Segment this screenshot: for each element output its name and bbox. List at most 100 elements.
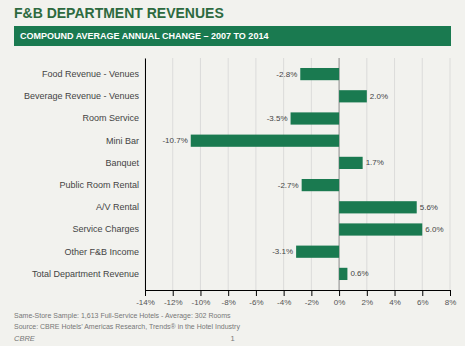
data-label: -10.7% [162,136,187,145]
bar [339,157,363,169]
data-label: -3.5% [267,114,288,123]
x-tick-label: 8% [445,298,457,307]
bar [300,68,339,80]
y-tick-label: Total Department Revenue [32,269,139,279]
y-tick-label: Food Revenue - Venues [42,69,140,79]
bar [302,179,339,191]
grid-line [200,58,201,290]
data-label: -2.8% [276,70,297,79]
x-tick: 0% [334,290,346,307]
x-tick-label: -2% [305,298,319,307]
x-tick-label: -12% [164,298,183,307]
y-tick: Mini Bar [106,136,145,146]
annotation: CBRE [14,334,36,343]
y-tick: Beverage Revenue - Venues [24,91,145,101]
y-tick-label: Public Room Rental [59,180,139,190]
y-tick: Public Room Rental [59,180,145,190]
y-tick: Food Revenue - Venues [42,69,145,79]
title: F&B DEPARTMENT REVENUES [14,5,224,21]
y-tick-label: Banquet [105,158,139,168]
y-tick: Room Service [82,113,145,123]
x-tick: 6% [417,290,429,307]
x-tick-label: -14% [136,298,155,307]
x-tick-label: -6% [249,298,263,307]
x-tick-mark [311,290,312,296]
x-tick: -6% [249,290,263,307]
x-tick-label: -4% [277,298,291,307]
grid-line [172,58,173,290]
data-label: 6.0% [425,225,443,234]
y-tick-label: Mini Bar [106,136,139,146]
data-labels: 0.6% -3.1% 6.0% 5.6% -2.7% 1.7% -10.7% -3.5% 2.0… [162,70,443,279]
x-tick: -14% [136,290,155,307]
grid-line [145,58,146,290]
x-tick-label: -10% [192,298,211,307]
x-tick-mark [256,290,257,296]
x-tick: 8% [445,290,457,307]
x-tick-label: 4% [389,298,401,307]
x-tick-mark [422,290,423,296]
y-tick: Total Department Revenue [32,269,145,279]
annotation: 1 [230,334,234,343]
x-tick: -2% [305,290,319,307]
x-tick-mark [367,290,368,296]
data-label: -3.1% [272,247,293,256]
bars [191,68,423,280]
x-tick: 4% [389,290,401,307]
footer: Same-Store Sample: 1,613 Full-Service Ho… [14,312,240,343]
annotation: Source: CBRE Hotels’ Americas Research, … [14,323,240,331]
x-tick-mark [339,290,340,296]
data-label: 5.6% [420,203,438,212]
y-tick-label: Service Charges [72,224,139,234]
grid-line [255,58,256,290]
data-label: -2.7% [278,181,299,190]
data-label: 2.0% [370,92,388,101]
x-tick: -8% [222,290,236,307]
y-tick: A/V Rental [96,202,145,212]
data-label: 0.6% [350,269,368,278]
grid-line [422,58,423,290]
x-tick-label: 6% [417,298,429,307]
grid [145,58,450,290]
background [0,0,465,346]
y-tick-label: Room Service [82,113,139,123]
bar [339,223,422,235]
y-tick: Banquet [105,158,145,168]
bar [339,201,417,213]
subtitle: COMPOUND AVERAGE ANNUAL CHANGE – 2007 TO… [20,31,268,41]
x-tick: -4% [277,290,291,307]
x-tick-mark [395,290,396,296]
x-tick-mark [173,290,174,296]
x-tick-mark [450,290,451,296]
x-axis: -14% -12% -10% -8% -6% -4% -2% 0% 2% 4% 6% 8% [136,290,456,307]
x-tick-mark [145,290,146,296]
x-tick-mark [228,290,229,296]
x-tick-label: -8% [222,298,236,307]
bar [339,268,347,280]
y-axis-line [145,59,146,291]
x-tick: 2% [362,290,374,307]
subtitle-banner [14,26,451,46]
data-label: 1.7% [366,158,384,167]
x-tick-mark [284,290,285,296]
bar [191,135,339,147]
annotation: Same-Store Sample: 1,613 Full-Service Ho… [14,312,231,320]
y-tick: Service Charges [72,224,145,234]
bar [339,90,367,102]
x-tick: -12% [164,290,183,307]
x-tick-label: 2% [362,298,374,307]
x-tick-label: 0% [334,298,346,307]
y-tick: Other F&B Income [64,247,145,257]
x-tick-mark [200,290,201,296]
y-tick-label: Other F&B Income [64,247,139,257]
grid-line [450,58,451,290]
bar [291,112,340,124]
y-axis: Total Department Revenue Other F&B Income… [24,59,146,291]
x-axis-line [146,291,451,297]
bar [296,246,339,258]
x-tick: -10% [192,290,211,307]
chart: F&B DEPARTMENT REVENUES COMPOUND AVERAGE … [0,0,465,346]
y-tick-label: A/V Rental [96,202,139,212]
grid-line [394,58,395,290]
y-tick-label: Beverage Revenue - Venues [24,91,140,101]
